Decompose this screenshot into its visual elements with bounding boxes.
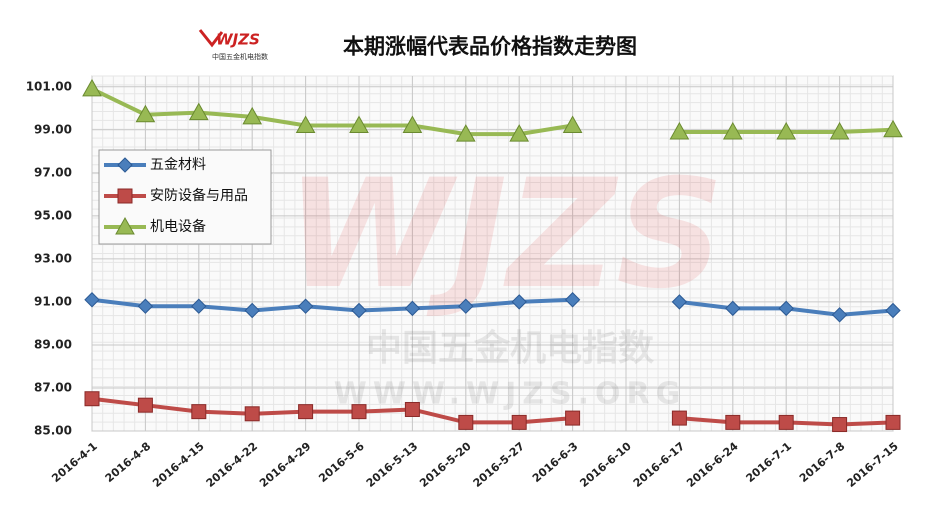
point <box>458 414 474 430</box>
point <box>137 298 154 314</box>
y-tick-label: 101.00 <box>26 79 72 93</box>
y-tick-label: 87.00 <box>34 380 72 394</box>
point <box>188 102 209 121</box>
point <box>669 121 690 140</box>
point <box>84 391 100 407</box>
point <box>885 414 901 430</box>
point <box>404 300 421 317</box>
y-tick-label: 85.00 <box>34 424 72 438</box>
point <box>298 404 314 420</box>
point <box>137 397 153 413</box>
point <box>778 300 794 317</box>
point <box>295 115 316 133</box>
y-tick-label: 91.00 <box>34 294 72 308</box>
point <box>564 292 581 308</box>
point <box>885 302 901 319</box>
point <box>242 106 263 125</box>
point <box>297 298 314 314</box>
point <box>832 417 848 433</box>
point <box>778 414 794 430</box>
y-tick-label: 95.00 <box>34 208 72 222</box>
point <box>191 404 207 420</box>
legend-label: 安防设备与用品 <box>150 187 248 204</box>
point <box>511 294 527 310</box>
point <box>349 115 369 133</box>
watermark: WJZS 中国五金机电指数 WWW.WJZS.ORG <box>286 148 724 412</box>
y-tick-label: 99.00 <box>34 122 72 136</box>
point <box>402 115 423 133</box>
logo-subtitle: 中国五金机电指数 <box>212 52 268 61</box>
point <box>776 121 797 140</box>
chart-title: 本期涨幅代表品价格指数走势图 <box>343 34 637 59</box>
legend-label: 五金材料 <box>150 157 206 173</box>
point <box>671 294 688 310</box>
point <box>84 292 100 308</box>
point <box>883 119 903 138</box>
point <box>725 300 741 317</box>
point <box>191 298 207 314</box>
y-tick-label: 97.00 <box>34 165 72 179</box>
point <box>565 410 581 426</box>
point <box>671 410 687 426</box>
watermark-url: WWW.WJZS.ORG <box>334 377 686 412</box>
legend-label: 机电设备 <box>150 218 206 235</box>
watermark-name: 中国五金机电指数 <box>366 327 654 369</box>
legend-marker <box>117 188 133 204</box>
y-tick-label: 89.00 <box>34 337 72 351</box>
logo-mark <box>198 29 224 48</box>
point <box>722 121 743 140</box>
point <box>455 124 476 142</box>
legend-marker <box>117 157 133 173</box>
point <box>82 78 102 97</box>
point <box>725 414 741 430</box>
point <box>831 307 848 323</box>
point <box>404 401 420 417</box>
point <box>509 124 530 142</box>
legend-marker <box>115 216 135 235</box>
point <box>829 121 850 140</box>
logo-text: WJZS <box>216 31 260 49</box>
point <box>135 104 156 123</box>
point <box>458 298 474 314</box>
point <box>511 414 527 430</box>
point <box>351 404 367 420</box>
logo: WJZS 中国五金机电指数 <box>198 29 268 61</box>
point <box>562 115 583 133</box>
point <box>244 302 260 319</box>
point <box>351 302 367 319</box>
y-tick-label: 93.00 <box>34 251 72 265</box>
point <box>244 406 260 422</box>
watermark-logo: WJZS <box>286 148 724 322</box>
